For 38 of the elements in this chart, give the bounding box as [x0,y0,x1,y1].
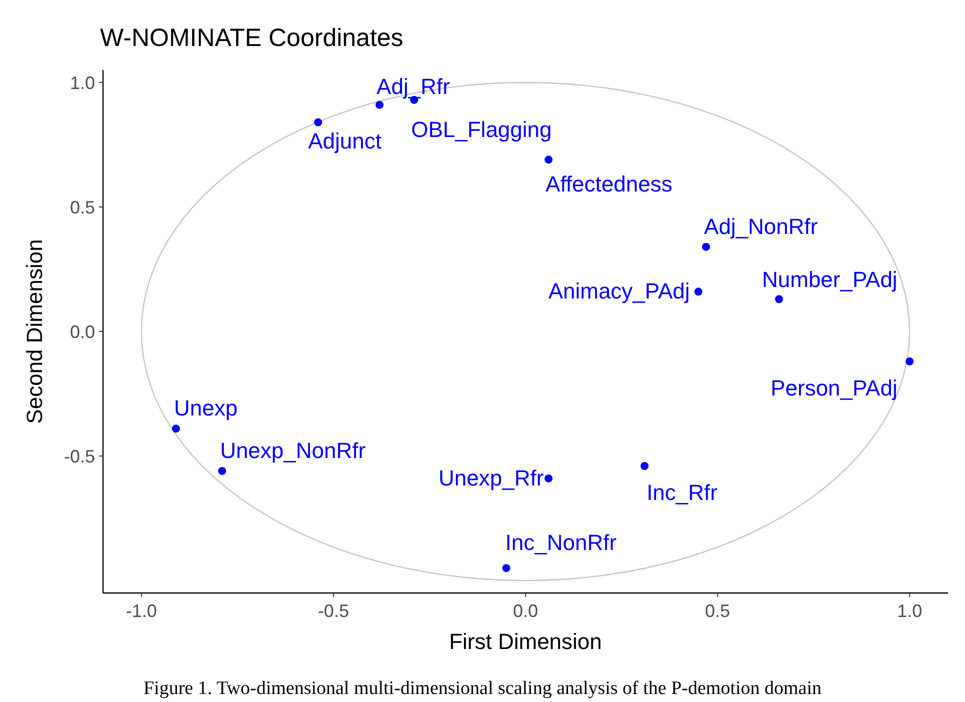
point [544,156,553,164]
x-axis-title: First Dimension [449,629,602,654]
point [640,462,649,470]
x-tick-label: 1.0 [897,601,922,621]
series-label: Person_PAdj [770,375,898,400]
point [694,288,702,296]
series-label: Number_PAdj [762,267,898,292]
x-tick-label: -1.0 [126,601,157,621]
point [172,424,180,433]
series-label: Adjunct [308,128,382,154]
series-label: Unexp [174,396,238,421]
series-label: Unexp_NonRfr [220,438,366,463]
series-label: Adj_Rfr [376,74,450,99]
series-label: OBL_Flagging [411,116,552,142]
y-tick-label: 0.5 [70,197,95,218]
point [218,466,226,475]
series-label: Unexp_Rfr [438,465,544,490]
series-label: Adj_NonRfr [704,214,818,239]
y-tick-label: 0.0 [70,322,95,342]
series-label: Inc_Rfr [646,480,718,505]
y-tick-label: 1.0 [70,72,95,93]
chart-title: W-NOMINATE Coordinates [100,24,404,52]
point [314,118,322,126]
y-axis-title: Second Dimension [22,239,47,424]
point [502,564,510,572]
point [376,100,384,109]
caption: Figure 1. Two-dimensional multi-dimensional scaling analysis of the P-demotion domain [143,678,822,699]
series-label: Inc_NonRfr [505,530,617,556]
x-tick-label: -0.5 [318,601,349,621]
point [775,295,783,304]
point [544,474,553,482]
series-label: Affectedness [546,172,672,197]
point [702,242,710,251]
x-tick-label: 0.0 [512,601,538,621]
x-tick-label: 0.5 [705,601,730,621]
y-tick-label: -0.5 [64,446,95,466]
point [906,357,914,366]
series-label: Animacy_PAdj [548,278,690,304]
